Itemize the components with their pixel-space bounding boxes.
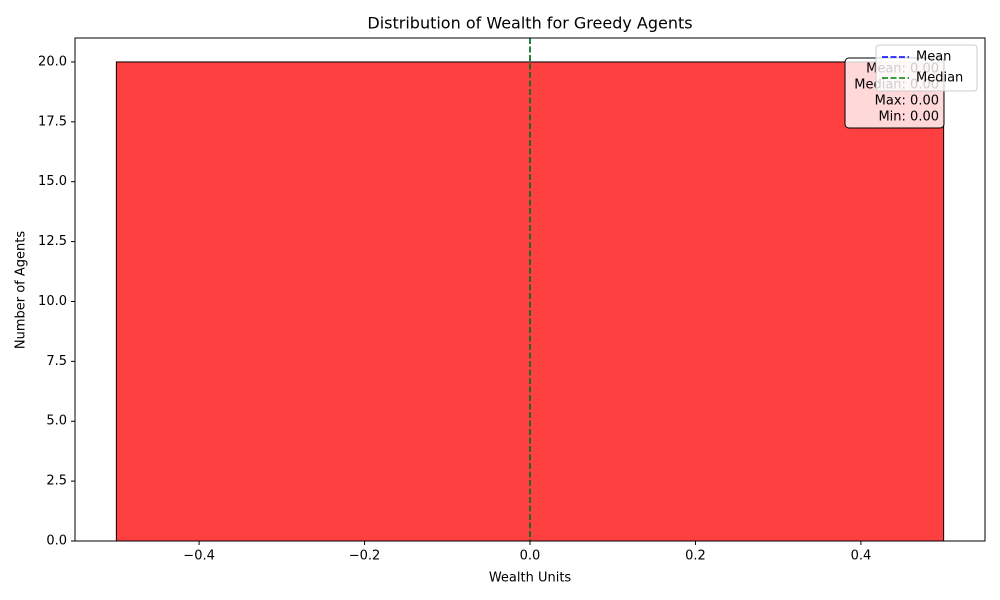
- y-axis-label: Number of Agents: [14, 231, 29, 349]
- x-tick-label: 0.0: [520, 549, 541, 564]
- x-axis-label: Wealth Units: [489, 571, 572, 586]
- y-tick-label: 10.0: [38, 294, 67, 309]
- y-tick-label: 20.0: [38, 54, 67, 69]
- stats-text: Max: 0.00: [875, 94, 939, 109]
- y-tick-label: 5.0: [46, 414, 67, 429]
- x-tick-label: 0.2: [685, 549, 706, 564]
- y-tick-label: 2.5: [46, 474, 67, 489]
- y-tick-label: 15.0: [38, 174, 67, 189]
- y-tick-label: 7.5: [46, 354, 67, 369]
- y-tick-label: 0.0: [46, 534, 67, 549]
- legend-label: Mean: [916, 50, 951, 65]
- stats-text: Min: 0.00: [878, 110, 939, 125]
- y-tick-label: 17.5: [38, 114, 67, 129]
- x-tick-label: −0.4: [183, 549, 215, 564]
- y-tick-label: 12.5: [38, 234, 67, 249]
- x-tick-label: −0.2: [349, 549, 381, 564]
- x-tick-label: 0.4: [851, 549, 872, 564]
- legend-label: Median: [916, 71, 963, 86]
- chart-title: Distribution of Wealth for Greedy Agents: [367, 14, 692, 33]
